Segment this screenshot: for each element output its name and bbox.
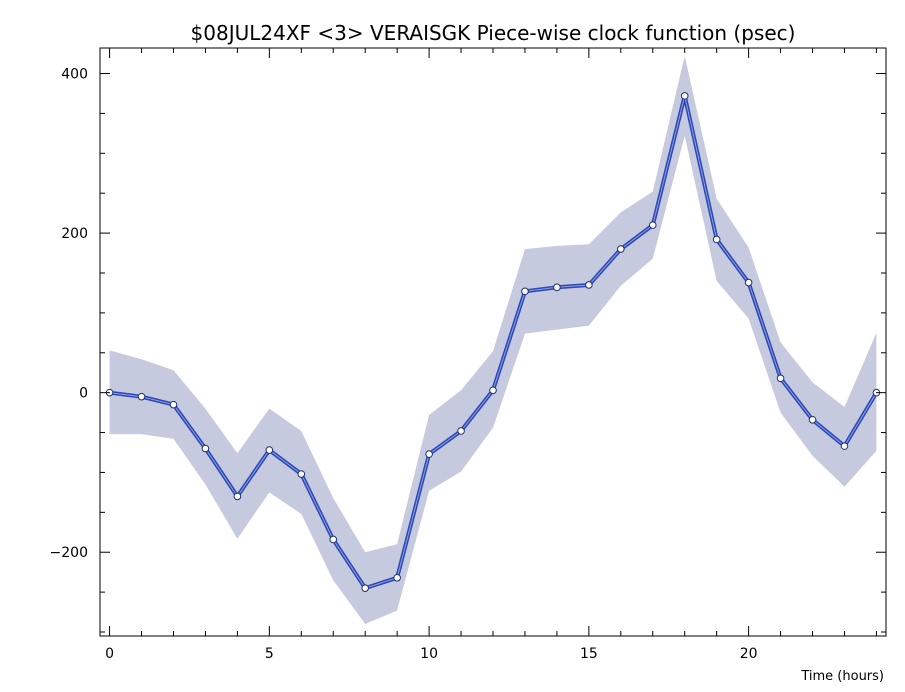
- data-point: [840, 442, 849, 450]
- data-point: [137, 392, 146, 401]
- axis-ticks: [100, 48, 886, 636]
- data-point: [233, 492, 242, 501]
- y-tick-label: 0: [79, 386, 88, 402]
- y-tick-label: 200: [61, 226, 88, 242]
- data-point: [553, 283, 561, 292]
- data-point: [425, 450, 433, 458]
- data-point: [776, 374, 785, 383]
- series-markers: [105, 92, 881, 592]
- x-axis-label: Time (hours): [800, 669, 884, 684]
- x-tick-label: 10: [420, 646, 438, 662]
- data-point: [744, 278, 753, 287]
- data-point: [808, 415, 817, 424]
- data-point: [265, 446, 274, 454]
- data-point: [521, 287, 529, 296]
- data-point: [393, 573, 401, 582]
- data-point: [169, 400, 178, 409]
- data-point: [585, 281, 593, 289]
- data-point: [297, 470, 306, 478]
- data-point: [457, 427, 465, 435]
- y-tick-label: −200: [50, 545, 88, 561]
- confidence-band: [109, 56, 877, 624]
- data-point: [680, 92, 689, 100]
- x-tick-label: 15: [580, 646, 598, 662]
- x-tick-label: 5: [265, 646, 274, 662]
- y-tick-label: 400: [61, 67, 88, 83]
- tick-labels: 0 5 10 15 20 −200 0 200 400: [50, 67, 758, 662]
- data-point: [329, 535, 338, 544]
- x-tick-label: 0: [105, 646, 114, 662]
- data-point: [489, 386, 497, 395]
- data-point: [648, 221, 657, 229]
- data-point: [201, 444, 210, 453]
- chart-title: $08JUL24XF <3> VERAISGK Piece-wise clock…: [191, 21, 796, 45]
- data-point: [712, 235, 721, 244]
- data-point: [361, 584, 369, 592]
- x-tick-label: 20: [740, 646, 758, 662]
- uncertainty-band: [109, 56, 877, 624]
- data-point: [617, 245, 625, 253]
